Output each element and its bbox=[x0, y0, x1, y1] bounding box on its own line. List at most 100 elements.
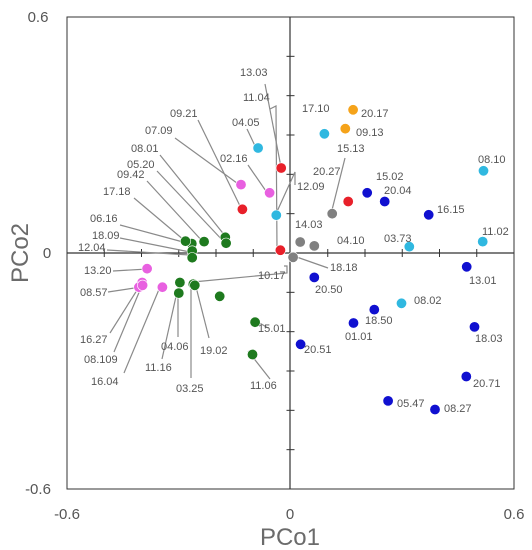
point-label-16-04: 16.04 bbox=[91, 376, 119, 388]
x-tick-label-right: 0.6 bbox=[504, 506, 525, 523]
data-point-17-10 bbox=[318, 128, 330, 140]
point-label-20-71: 20.71 bbox=[473, 378, 501, 390]
data-point-11-02 bbox=[477, 236, 489, 248]
data-point-08-10 bbox=[477, 165, 489, 177]
point-label-11-02: 11.02 bbox=[482, 226, 509, 238]
point-label-02-16: 02.16 bbox=[220, 153, 248, 165]
point-label-09-42: 09.42 bbox=[117, 169, 145, 181]
point-label-11-06: 11.06 bbox=[250, 380, 277, 392]
data-point-20-27 bbox=[342, 196, 354, 208]
leader-line-09-42 bbox=[146, 180, 205, 244]
data-point-07-09 bbox=[235, 179, 247, 191]
point-label-05-47: 05.47 bbox=[397, 398, 425, 410]
point-label-04-10: 04.10 bbox=[337, 235, 365, 247]
point-label-20-27: 20.27 bbox=[313, 166, 341, 178]
point-label-20-51: 20.51 bbox=[304, 344, 332, 356]
data-point-11-04 bbox=[274, 244, 286, 256]
data-points bbox=[133, 104, 489, 415]
data-point-15-13 bbox=[326, 208, 338, 220]
leader-lines bbox=[106, 83, 346, 380]
point-label-16-15: 16.15 bbox=[437, 204, 465, 216]
point-labels: 13.03 11.04 09.21 20.27 04.05 12.09 17.10 08.10… bbox=[78, 67, 509, 415]
x-tick-label-left: -0.6 bbox=[54, 506, 80, 523]
leader-line-09-21 bbox=[197, 119, 242, 209]
point-label-11-04: 11.04 bbox=[243, 92, 270, 104]
leader-line-07-09 bbox=[174, 137, 242, 187]
data-point-06-16 bbox=[180, 235, 192, 247]
leader-line-16-04 bbox=[123, 286, 161, 374]
point-label-03-25: 03.25 bbox=[176, 383, 204, 395]
data-point-13-01 bbox=[461, 261, 473, 273]
data-point-04-06 bbox=[174, 276, 186, 288]
data-point-12-09 bbox=[270, 209, 282, 221]
point-label-08-02: 08.02 bbox=[414, 295, 442, 307]
data-point-18-18 bbox=[287, 251, 299, 263]
point-label-17-10: 17.10 bbox=[302, 103, 330, 115]
data-point-20-51 bbox=[295, 338, 307, 350]
data-point-12-04 bbox=[186, 252, 198, 264]
data-point-01-01 bbox=[347, 317, 359, 329]
data-point-05-47 bbox=[382, 395, 394, 407]
point-label-20-50: 20.50 bbox=[315, 284, 343, 296]
point-label-12-09: 12.09 bbox=[297, 181, 325, 193]
data-point-15-01 bbox=[249, 316, 261, 328]
data-point-04-05 bbox=[252, 142, 264, 154]
y-axis-title: PCo2 bbox=[7, 223, 34, 283]
data-point-15-02 bbox=[361, 187, 373, 199]
leader-line-05-20 bbox=[156, 170, 227, 245]
leader-line-10-17 bbox=[192, 265, 288, 283]
point-label-13-20: 13.20 bbox=[84, 265, 112, 277]
data-point-20-04 bbox=[379, 196, 391, 208]
data-point-18-03 bbox=[468, 321, 480, 333]
point-label-01-01: 01.01 bbox=[345, 331, 373, 343]
point-label-14-03: 14.03 bbox=[295, 219, 323, 231]
data-point-20-50 bbox=[308, 271, 320, 283]
data-point-16-15 bbox=[423, 209, 435, 221]
data-point-08-109 bbox=[137, 279, 149, 291]
data-point-10-17 bbox=[214, 290, 226, 302]
leader-line-06-16 bbox=[119, 224, 184, 243]
data-point-20-71 bbox=[460, 370, 472, 382]
data-point-08-02 bbox=[395, 297, 407, 309]
y-tick-label-top: 0.6 bbox=[28, 9, 49, 26]
data-point-02-16 bbox=[264, 187, 276, 199]
data-point-09-21 bbox=[236, 203, 248, 215]
data-point-13-03 bbox=[275, 162, 287, 174]
x-tick-label-zero: 0 bbox=[286, 506, 294, 523]
point-label-11-16: 11.16 bbox=[145, 362, 172, 374]
data-point-11-06 bbox=[247, 348, 259, 360]
point-label-03-73: 03.73 bbox=[384, 233, 412, 245]
data-point-09-13 bbox=[339, 123, 351, 135]
point-label-08-57: 08.57 bbox=[80, 287, 108, 299]
data-point-16-04 bbox=[156, 281, 168, 293]
point-label-18-50: 18.50 bbox=[365, 315, 393, 327]
point-label-04-06: 04.06 bbox=[161, 341, 189, 353]
point-label-19-02: 19.02 bbox=[200, 345, 228, 357]
data-point-18-50 bbox=[368, 304, 380, 316]
point-label-18-03: 18.03 bbox=[475, 333, 503, 345]
data-point-20-17 bbox=[347, 104, 359, 116]
point-label-16-27: 16.27 bbox=[80, 334, 108, 346]
point-label-20-17: 20.17 bbox=[361, 108, 389, 120]
leader-line-16-27 bbox=[109, 286, 140, 334]
data-point-08-27 bbox=[429, 403, 441, 415]
data-point-05-20 bbox=[220, 237, 232, 249]
x-axis-title: PCo1 bbox=[260, 524, 320, 550]
data-point-04-10 bbox=[308, 240, 320, 252]
data-point-09-42 bbox=[198, 236, 210, 248]
leader-line-08-109 bbox=[113, 282, 144, 353]
leader-line-11-16 bbox=[161, 291, 178, 360]
point-label-08-109: 08.109 bbox=[84, 354, 118, 366]
leader-line-12-04 bbox=[106, 249, 191, 256]
point-label-08-01: 08.01 bbox=[131, 143, 159, 155]
point-label-10-17: 10.17 bbox=[258, 270, 286, 282]
point-label-06-16: 06.16 bbox=[90, 213, 118, 225]
point-label-17-18: 17.18 bbox=[103, 186, 131, 198]
point-label-18-18: 18.18 bbox=[330, 262, 358, 274]
point-label-04-05: 04.05 bbox=[232, 117, 260, 129]
leader-line-15-13 bbox=[330, 157, 346, 215]
point-label-20-04: 20.04 bbox=[384, 185, 412, 197]
y-tick-label-zero: 0 bbox=[43, 245, 51, 262]
